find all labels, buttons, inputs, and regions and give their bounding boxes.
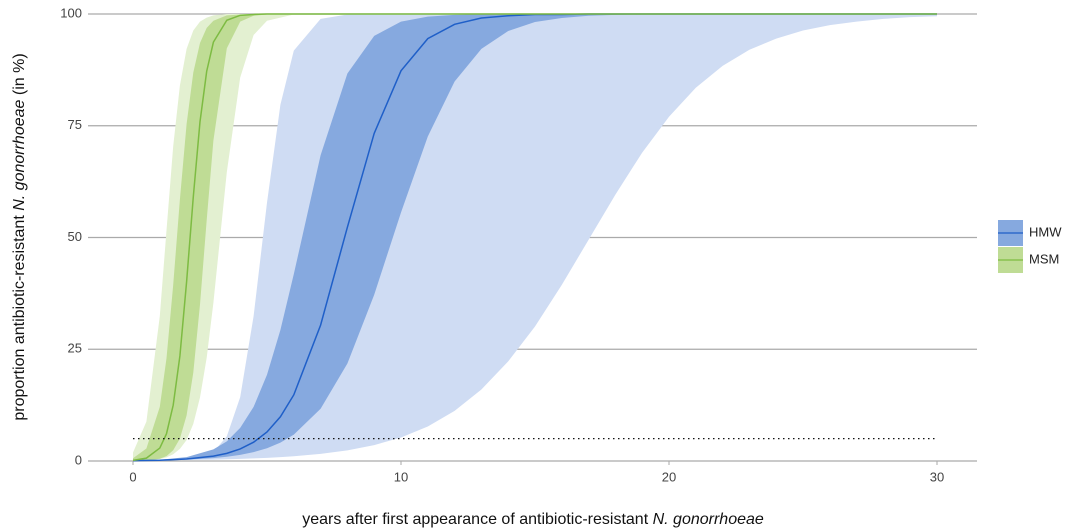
line — [132, 13, 937, 462]
y-tick-label: 0 — [75, 452, 82, 467]
inner-band — [133, 14, 937, 461]
x-tick-label: 20 — [662, 469, 676, 484]
x-axis-title-part: years after first appearance of antibiot… — [302, 511, 652, 528]
legend-label: HMW — [1029, 224, 1062, 239]
y-axis-title-part: proportion antibiotic-resistant — [11, 211, 28, 421]
y-tick-label: 75 — [68, 117, 82, 132]
x-axis-title: years after first appearance of antibiot… — [302, 511, 764, 528]
y-tick-label: 100 — [60, 5, 82, 20]
y-tick-label: 25 — [68, 341, 82, 356]
y-axis-title: proportion antibiotic-resistant N. gonor… — [11, 53, 28, 420]
y-axis-title-part: (in %) — [11, 53, 28, 99]
x-axis-title-part: N. gonorrhoeae — [653, 511, 764, 528]
y-axis-title-part: N. gonorrhoeae — [11, 99, 28, 210]
inner-band — [133, 14, 937, 461]
x-tick-label: 30 — [930, 469, 944, 484]
legend-label: MSM — [1029, 251, 1059, 266]
x-tick-label: 0 — [129, 469, 136, 484]
y-tick-label: 50 — [68, 229, 82, 244]
x-tick-label: 10 — [394, 469, 408, 484]
